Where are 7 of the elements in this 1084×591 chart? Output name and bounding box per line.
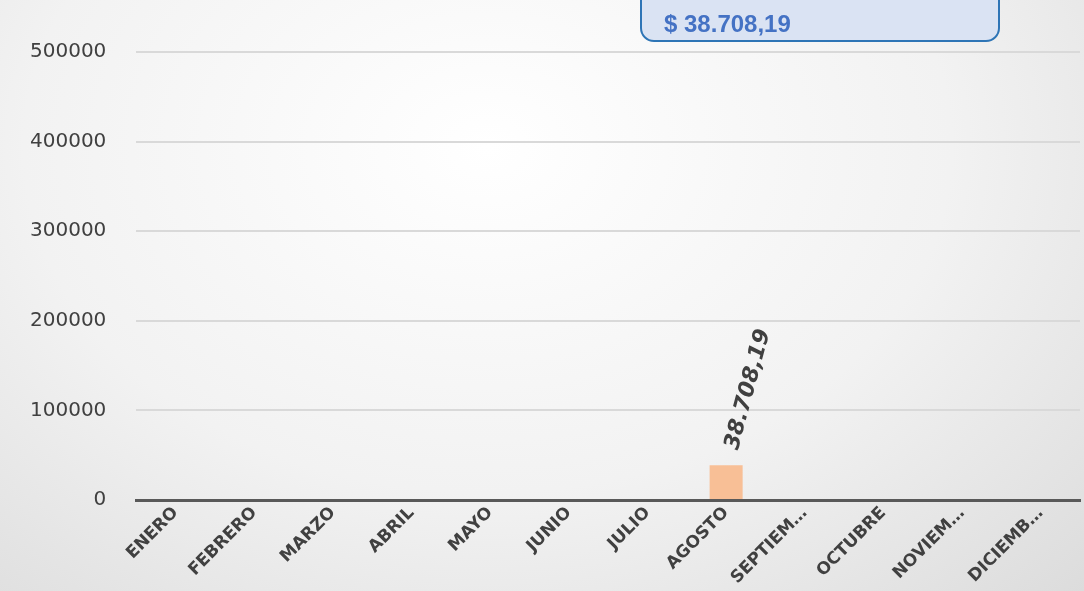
- y-tick-label: 400000: [29, 127, 107, 152]
- y-tick-label: 300000: [29, 217, 107, 242]
- y-tick-label: 500000: [29, 38, 107, 63]
- y-tick-label: 100000: [29, 396, 107, 421]
- y-tick-label: 200000: [29, 307, 107, 332]
- text: $ 38.708,19: [640, 0, 1000, 42]
- y-tick-label: 0: [93, 486, 107, 511]
